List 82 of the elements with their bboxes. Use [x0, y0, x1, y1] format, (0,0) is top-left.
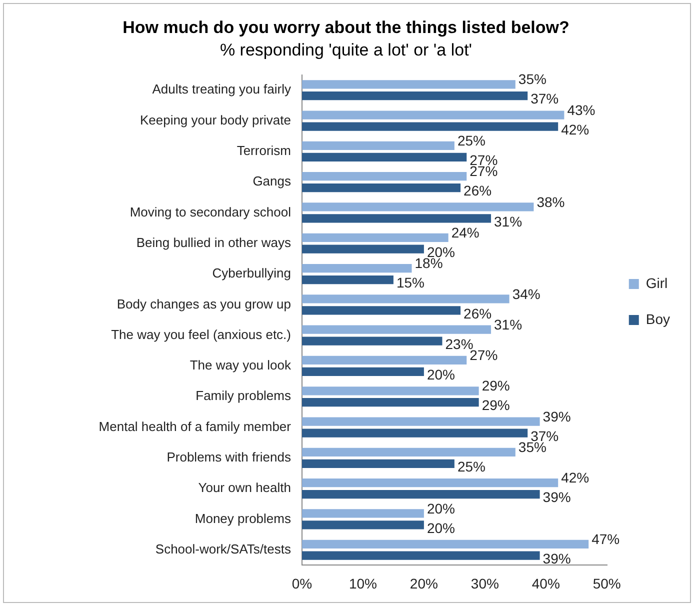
bar [302, 306, 461, 315]
data-label: 15% [396, 274, 424, 291]
legend-label: Boy [646, 310, 670, 327]
x-tick-label: 0% [292, 575, 312, 592]
y-tick-label: Terrorism [236, 143, 291, 158]
data-label: 20% [426, 500, 455, 516]
y-tick-label: Body changes as you grow up [116, 296, 291, 312]
bar [302, 478, 558, 488]
bar [302, 459, 454, 468]
y-tick-label: School-work/SATs/tests [155, 541, 292, 556]
bar [302, 386, 479, 396]
data-label: 31% [494, 213, 522, 230]
chart-title: How much do you worry about the things listed below? [122, 18, 570, 37]
bar [302, 520, 424, 530]
bar [302, 540, 589, 548]
y-tick-label: Cyberbullying [212, 266, 291, 281]
data-label: 39% [542, 408, 571, 424]
data-label: 20% [426, 520, 455, 536]
data-label: 35% [518, 71, 546, 88]
data-label: 43% [567, 102, 596, 118]
bar [302, 428, 528, 438]
data-label: 47% [592, 530, 620, 547]
data-label: 37% [530, 90, 559, 107]
bar [302, 152, 467, 162]
bar [302, 275, 394, 284]
data-label: 20% [426, 366, 455, 383]
y-tick-label: Gangs [252, 174, 292, 189]
data-label: 26% [464, 182, 492, 199]
data-label: 42% [561, 470, 590, 486]
bar [302, 336, 442, 346]
bar [302, 490, 540, 499]
bar [302, 264, 412, 273]
bar [302, 110, 564, 120]
data-label: 34% [512, 286, 540, 302]
bar [302, 417, 540, 426]
bar [302, 551, 540, 560]
data-label: 42% [561, 121, 590, 138]
bar [302, 202, 534, 212]
legend-label: Girl [646, 274, 668, 291]
data-label: 29% [482, 378, 510, 394]
bar [302, 509, 424, 518]
bar [302, 325, 492, 334]
data-label: 24% [451, 224, 480, 240]
data-label: 25% [457, 458, 486, 475]
data-label: 39% [542, 550, 571, 566]
y-tick-label: Money problems [194, 510, 292, 526]
bar [302, 80, 516, 89]
data-label: 29% [482, 397, 510, 414]
y-tick-label: Adults treating you fairly [152, 82, 292, 97]
data-label: 31% [494, 316, 522, 332]
x-tick-label: 50% [592, 575, 621, 592]
data-label: 26% [464, 305, 492, 322]
bar [302, 294, 510, 304]
bar [302, 141, 454, 150]
bar [302, 214, 492, 223]
x-tick-label: 10% [348, 575, 377, 592]
y-tick-label: Being bullied in other ways [136, 234, 292, 250]
y-tick-label: The way you look [190, 358, 292, 373]
bar [302, 356, 467, 365]
bar [302, 367, 424, 376]
bar [302, 398, 479, 407]
bar [302, 233, 448, 242]
y-tick-label: Family problems [196, 388, 292, 404]
bar [302, 122, 558, 131]
data-label: 25% [457, 132, 486, 149]
bar [302, 172, 467, 181]
y-tick-label: The way you feel (anxious etc.) [111, 326, 291, 342]
y-tick-label: Mental health of a family member [98, 418, 292, 434]
x-tick-label: 40% [532, 575, 560, 592]
y-tick-label: Problems with friends [166, 450, 292, 465]
y-tick-label: Moving to secondary school [130, 204, 292, 220]
data-label: 39% [542, 489, 571, 506]
bar [302, 448, 516, 456]
data-label: 38% [536, 194, 565, 210]
x-tick-label: 30% [470, 575, 499, 592]
y-tick-label: Keeping your body private [140, 112, 291, 128]
chart-subtitle: % responding 'quite a lot' or 'a lot' [220, 40, 472, 60]
y-tick-label: Your own health [198, 480, 291, 496]
x-tick-label: 20% [410, 575, 438, 592]
bar [302, 92, 528, 100]
bar [302, 244, 424, 254]
bar [302, 184, 461, 192]
